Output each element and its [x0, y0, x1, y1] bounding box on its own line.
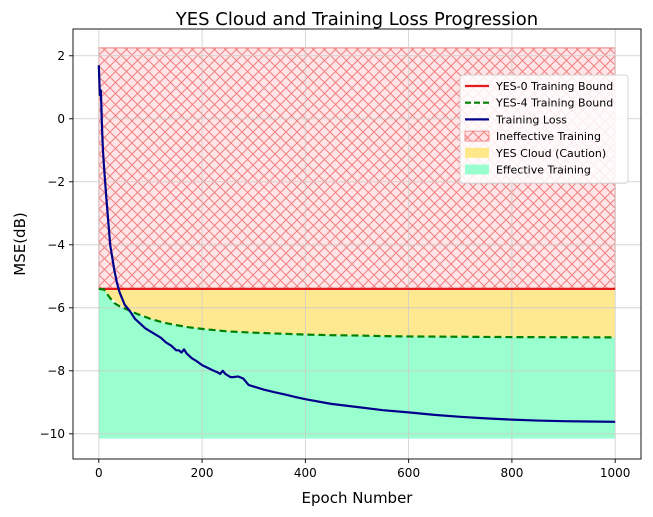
yes-cloud-region	[98, 288, 616, 338]
x-tick-label: 0	[95, 466, 103, 480]
effective-training-region	[98, 288, 616, 439]
y-tick-label: −8	[47, 364, 65, 378]
y-axis-label: MSE(dB)	[11, 212, 29, 275]
y-tick-label: 2	[57, 49, 65, 63]
x-tick-label: 400	[294, 466, 317, 480]
legend-box	[459, 74, 629, 184]
y-tick-label: 0	[57, 112, 65, 126]
y-tick-label: −4	[47, 238, 65, 252]
x-tick-label: 600	[397, 466, 420, 480]
legend-label: Ineffective Training	[496, 130, 601, 143]
legend-label: YES-4 Training Bound	[495, 97, 613, 110]
plot-frame	[72, 28, 642, 460]
y-tick-label: −2	[47, 175, 65, 189]
y-tick-label: −10	[40, 427, 65, 441]
legend-swatch-box	[465, 164, 489, 175]
x-tick-label: 1000	[600, 466, 631, 480]
x-tick-label: 200	[191, 466, 214, 480]
chart-title: YES Cloud and Training Loss Progression	[175, 9, 538, 30]
legend-swatch-hatch	[464, 130, 490, 142]
legend-label: YES Cloud (Caution)	[495, 147, 606, 160]
x-axis-label: Epoch Number	[302, 489, 414, 507]
legend-label: Training Loss	[495, 113, 567, 126]
y-tick-label: −6	[47, 301, 65, 315]
yes4-bound-line	[98, 287, 616, 339]
legend-label: YES-0 Training Bound	[495, 80, 613, 93]
legend-swatch-box	[465, 147, 489, 158]
x-tick-label: 800	[500, 466, 523, 480]
series-layer	[97, 65, 616, 423]
training-loss-line	[97, 65, 616, 423]
ticks-layer: 0 200 400 600 800 1000 2 0 −2 −4 −6 −8 −10	[40, 49, 631, 480]
legend: YES-0 Training Bound YES-4 Training Bound…	[459, 74, 629, 184]
legend-label: Effective Training	[496, 164, 591, 177]
